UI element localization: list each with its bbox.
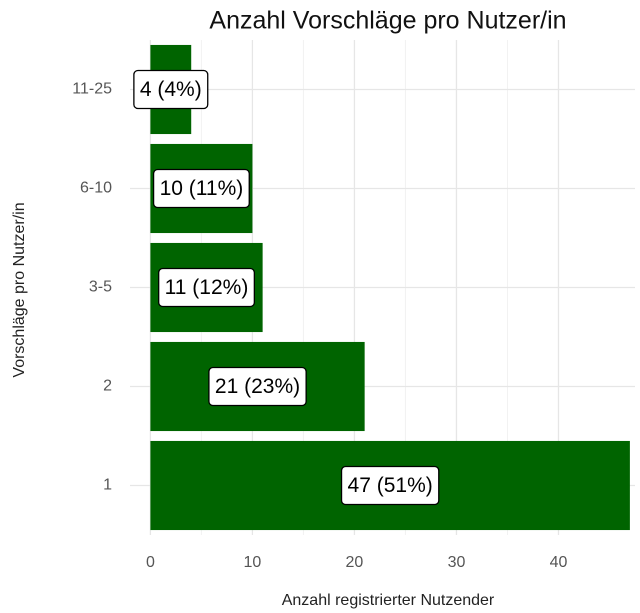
chart-title: Anzahl Vorschläge pro Nutzer/in	[209, 7, 566, 35]
value-label: 11 (12%)	[158, 267, 255, 308]
value-label: 4 (4%)	[133, 69, 209, 110]
x-tick-label: 0	[146, 554, 155, 571]
value-label-box	[152, 168, 250, 209]
x-axis-title: Anzahl registrierter Nutzender	[282, 592, 495, 609]
value-label-text: 47 (51%)	[348, 474, 433, 497]
value-label-text: 4 (4%)	[140, 78, 202, 101]
value-label: 47 (51%)	[340, 465, 440, 506]
value-label-text: 21 (23%)	[215, 375, 300, 398]
value-label-box	[133, 69, 209, 110]
y-tick-label: 6-10	[80, 180, 112, 197]
y-tick-label: 11-25	[72, 81, 112, 98]
x-tick-label: 40	[550, 554, 568, 571]
value-label: 10 (11%)	[152, 168, 250, 209]
x-tick-label: 30	[448, 554, 466, 571]
x-tick-label: 20	[346, 554, 364, 571]
y-tick-label: 2	[103, 378, 112, 395]
value-label: 21 (23%)	[208, 366, 307, 407]
value-label-box	[158, 267, 255, 308]
y-tick-label: 3-5	[89, 279, 112, 296]
value-label-box	[340, 465, 440, 506]
x-tick-label: 10	[244, 554, 262, 571]
value-label-text: 11 (12%)	[165, 276, 249, 299]
y-axis-title: Vorschläge pro Nutzer/in	[11, 202, 28, 377]
value-label-text: 10 (11%)	[160, 177, 244, 200]
y-tick-label: 1	[103, 477, 112, 494]
value-label-box	[208, 366, 307, 407]
